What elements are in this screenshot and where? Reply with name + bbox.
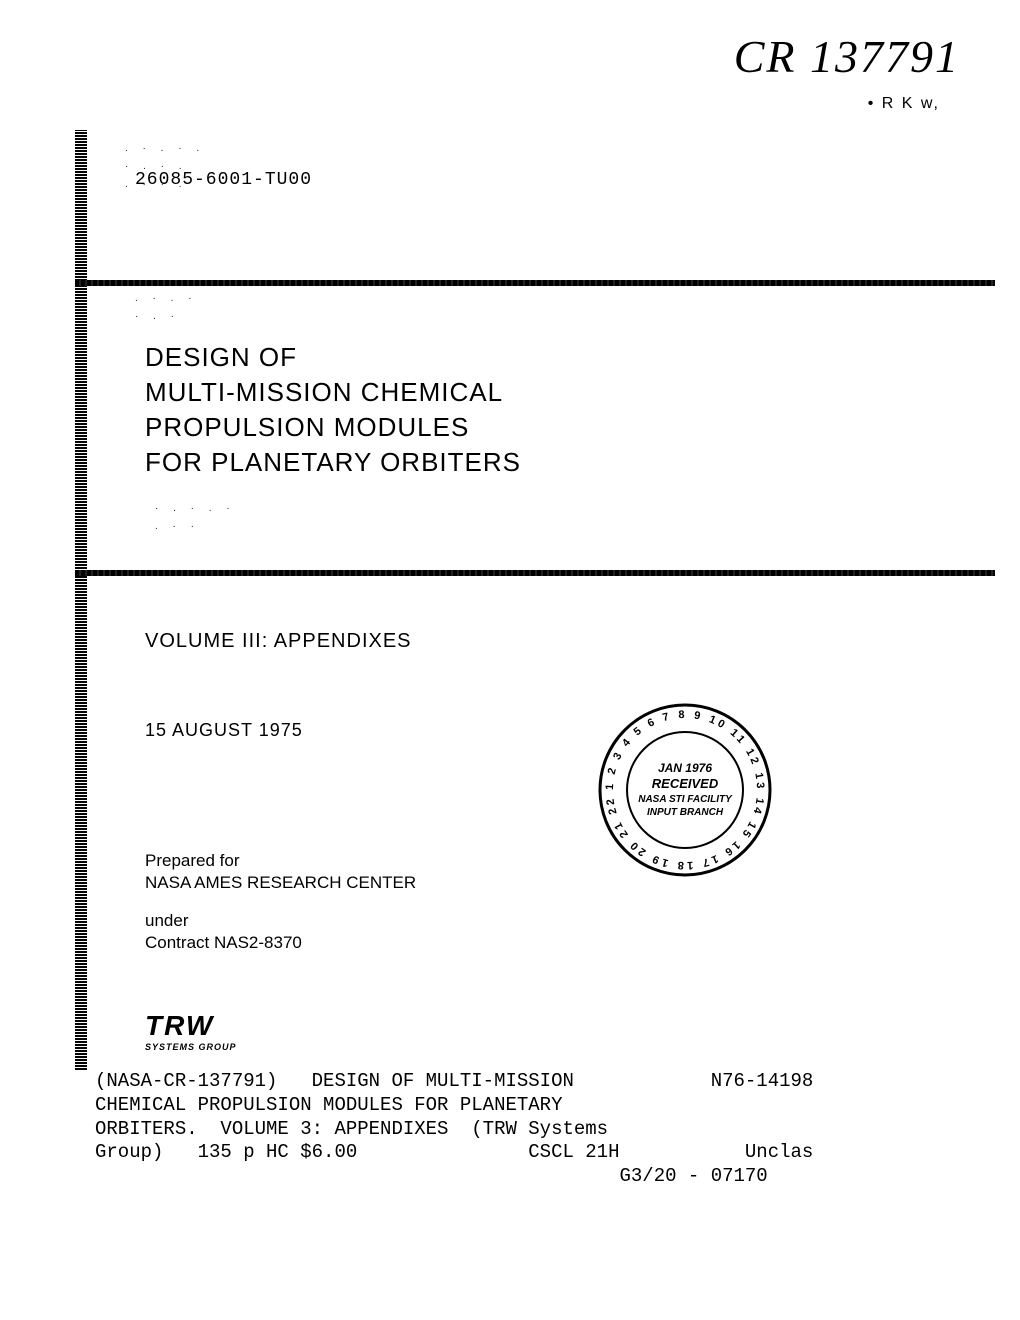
speckle-noise: . · . · .· . · .. · · . bbox=[125, 140, 425, 194]
horizontal-rule-top bbox=[75, 280, 995, 286]
volume-subtitle: VOLUME III: APPENDIXES bbox=[145, 630, 412, 653]
catalog-line: CHEMICAL PROPULSION MODULES FOR PLANETAR… bbox=[95, 1094, 562, 1116]
catalog-line: ORBITERS. VOLUME 3: APPENDIXES (TRW Syst… bbox=[95, 1118, 608, 1140]
prepared-for: NASA AMES RESEARCH CENTER bbox=[145, 872, 416, 894]
under-label: under bbox=[145, 910, 302, 932]
prepared-for-block: Prepared for NASA AMES RESEARCH CENTER bbox=[145, 850, 416, 894]
stamp-date: JAN 1976 bbox=[658, 761, 712, 775]
trw-logo-sub: SYSTEMS GROUP bbox=[145, 1042, 237, 1052]
title-line: DESIGN OF bbox=[145, 340, 521, 375]
title-line: FOR PLANETARY ORBITERS bbox=[145, 445, 521, 480]
document-frame: 26085-6001-TU00 . · . · .· . · .. · · . … bbox=[75, 130, 995, 1280]
trw-logo: TRW SYSTEMS GROUP bbox=[145, 1010, 237, 1052]
report-title: DESIGN OF MULTI-MISSION CHEMICAL PROPULS… bbox=[145, 340, 521, 480]
received-stamp: 1 2 3 4 5 6 7 8 9 10 11 12 13 14 15 16 1… bbox=[595, 700, 775, 880]
horizontal-rule-mid bbox=[75, 570, 995, 576]
catalog-line: (NASA-CR-137791) DESIGN OF MULTI-MISSION… bbox=[95, 1070, 813, 1092]
stamp-branch: INPUT BRANCH bbox=[647, 807, 724, 818]
speckle-noise: · . · . ·. · · bbox=[155, 500, 455, 536]
catalog-block: (NASA-CR-137791) DESIGN OF MULTI-MISSION… bbox=[95, 1070, 975, 1189]
catalog-line: G3/20 - 07170 bbox=[95, 1165, 768, 1187]
report-date: 15 AUGUST 1975 bbox=[145, 720, 303, 741]
title-line: PROPULSION MODULES bbox=[145, 410, 521, 445]
stamp-received: RECEIVED bbox=[652, 776, 719, 791]
catalog-line: Group) 135 p HC $6.00 CSCL 21H Unclas bbox=[95, 1141, 813, 1163]
contract-block: under Contract NAS2-8370 bbox=[145, 910, 302, 954]
title-line: MULTI-MISSION CHEMICAL bbox=[145, 375, 521, 410]
stamp-facility: NASA STI FACILITY bbox=[638, 794, 733, 805]
trw-logo-main: TRW bbox=[145, 1010, 237, 1042]
left-vertical-rule bbox=[75, 130, 87, 1070]
speckle-noise: . · . ·· . · bbox=[135, 290, 435, 326]
prepared-label: Prepared for bbox=[145, 850, 416, 872]
top-scribble: • R K w, bbox=[868, 95, 940, 113]
handwritten-cr-number: CR 137791 bbox=[734, 30, 960, 83]
contract-number: Contract NAS2-8370 bbox=[145, 932, 302, 954]
